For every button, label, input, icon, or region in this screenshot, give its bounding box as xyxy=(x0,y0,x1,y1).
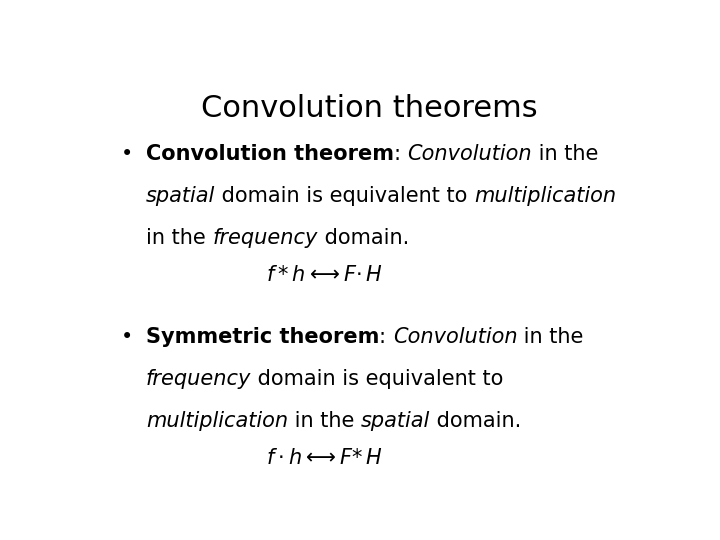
Text: :: : xyxy=(379,327,393,347)
Text: spatial: spatial xyxy=(361,410,430,430)
Text: multiplication: multiplication xyxy=(145,410,288,430)
Text: Convolution: Convolution xyxy=(393,327,518,347)
Text: •: • xyxy=(121,144,133,165)
Text: domain.: domain. xyxy=(430,410,521,430)
Text: in the: in the xyxy=(532,144,598,165)
Text: in the: in the xyxy=(145,227,212,248)
Text: frequency: frequency xyxy=(145,369,251,389)
Text: $f * h\longleftrightarrow F{\cdot\,}H$: $f * h\longleftrightarrow F{\cdot\,}H$ xyxy=(266,265,382,285)
Text: Convolution: Convolution xyxy=(408,144,532,165)
Text: spatial: spatial xyxy=(145,186,215,206)
Text: multiplication: multiplication xyxy=(474,186,616,206)
Text: domain.: domain. xyxy=(318,227,409,248)
Text: Convolution theorem: Convolution theorem xyxy=(145,144,394,165)
Text: in the: in the xyxy=(518,327,584,347)
Text: frequency: frequency xyxy=(212,227,318,248)
Text: :: : xyxy=(394,144,408,165)
Text: domain is equivalent to: domain is equivalent to xyxy=(215,186,474,206)
Text: Convolution theorems: Convolution theorems xyxy=(201,94,537,123)
Text: Symmetric theorem: Symmetric theorem xyxy=(145,327,379,347)
Text: in the: in the xyxy=(288,410,361,430)
Text: •: • xyxy=(121,327,133,347)
Text: domain is equivalent to: domain is equivalent to xyxy=(251,369,503,389)
Text: $f \cdot h\longleftrightarrow F{*\,}H$: $f \cdot h\longleftrightarrow F{*\,}H$ xyxy=(266,448,382,468)
